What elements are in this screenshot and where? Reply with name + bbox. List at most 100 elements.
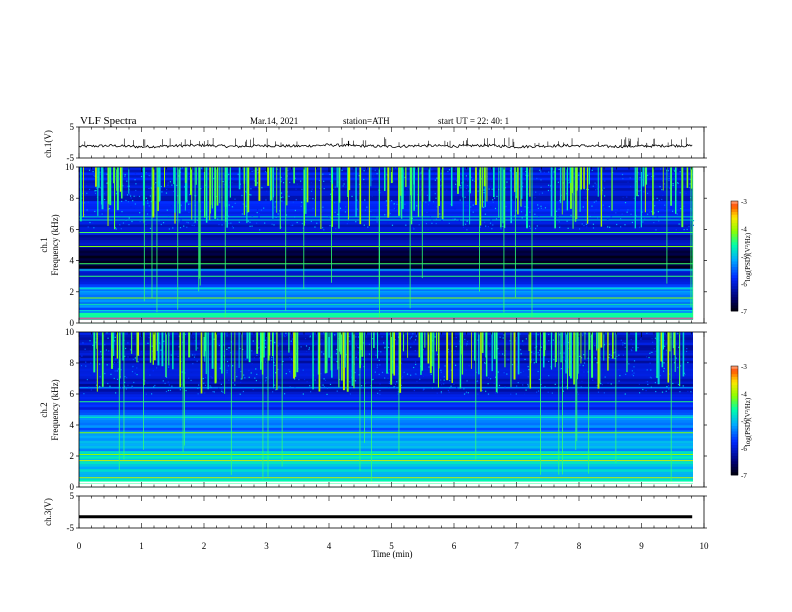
ch1-spec-speckle [92,170,94,173]
ch1-spec-speckle [515,195,517,198]
ch1-spec-speckle [124,174,126,176]
ch2-spec-speckle [485,390,487,392]
ch1-spec-speckle [223,183,225,185]
ch1-spec-speckle [506,181,508,183]
ch2-spec-speckle [306,381,308,383]
ch2-spec-speckle [483,362,486,364]
ch1-spec-speckle [266,190,268,192]
ch1-spec-speckle [644,209,646,211]
ch2-spec-speckle [339,379,341,381]
ch2-spec-band [79,344,693,348]
ch2-spec-speckle [212,391,214,393]
ch2-spec-speckle [154,384,156,387]
ch2-spec-speckle [363,366,365,368]
ch1-spec-speckle [673,169,675,171]
ch1-spec-speckle [180,168,182,170]
ch1-spec-speckle [608,205,610,208]
ch2-spec-speckle [213,338,215,340]
ch2-spec-speckle [255,379,258,382]
ch2-spec-speckle [520,353,522,355]
ch1-spec-speckle [567,227,569,229]
ch2-spec-speckle [256,373,258,375]
ch2-spec-speckle [414,361,417,363]
ch2-spec-speckle [282,360,284,363]
ch2-spec-speckle [525,389,527,391]
ch2-spec-speckle [211,377,213,379]
ch2-spec-speckle [218,344,220,347]
ch2-spec-speckle [197,387,199,389]
ch1-spec-speckle [416,205,418,207]
ch2-spec-speckle [498,384,501,387]
ch1-spec-speckle [128,217,130,219]
ch2-spec-speckle [579,355,581,358]
ch2-spec-band [79,440,693,444]
ch2-spec-speckle [413,366,415,369]
ch1-spec-band [79,169,693,173]
ch1-spec-speckle [410,223,412,226]
ch1-spec-speckle [558,168,560,171]
ch2-spec-speckle [600,357,602,359]
ch1-spec-band [79,187,693,191]
ch1-spec-speckle [648,211,650,213]
ch1-spec-speckle [361,201,363,203]
ch2-spec-speckle [120,387,123,389]
ch2-spec-speckle [559,334,561,336]
time-tick-label: 0 [77,541,82,551]
ch1-spec-speckle [343,183,345,185]
ch2-spec-speckle [415,363,417,366]
ch2-spec-speckle [103,376,105,378]
ch1-spec-speckle [674,175,676,177]
ch2-spec-speckle [603,392,605,394]
ch2-spec-speckle [114,336,116,338]
ch2-spec-band [79,375,693,379]
ch1-spec-speckle [139,212,141,214]
ch2-spec-speckle [587,382,589,384]
ch2-spec-speckle [682,385,684,387]
ch1-spec-band [79,198,693,202]
ch2-spec-speckle [547,391,549,393]
ch1-spec-speckle [94,210,96,213]
ch2-spec-speckle [613,352,615,354]
ch1-spec-speckle [295,199,297,201]
ch1-spec-speckle [573,193,575,195]
ch2-spec-band [79,412,693,415]
ch2-spec-speckle [568,347,570,349]
ch2-spec-speckle [243,374,245,376]
ch2-spec-speckle [414,373,417,375]
ch1-spec-speckle [458,219,460,221]
ch2-spec-band [79,352,693,356]
ch1-spec-speckle [556,220,558,223]
ch1-spec-speckle [312,198,314,200]
ch2-spec-ytick-label: 4 [70,420,75,430]
ch2-spec-speckle [131,385,133,387]
ch1-spec-speckle [441,219,443,222]
ch1-spec-speckle [644,175,646,177]
ch1-spec-speckle [595,184,597,186]
ch1-spec-speckle [232,227,234,229]
ch1-spec-ytick-label: 8 [70,193,75,203]
ch1-spec-speckle [534,227,537,230]
ch1-spec-speckle [112,219,114,221]
ch1-spec-speckle [595,200,597,202]
ch1-spec-speckle [679,192,681,194]
ch1-spec-speckle [591,205,593,207]
ch1-spec-speckle [671,210,674,212]
ch1-spec-speckle [130,197,132,199]
ch2-spec-speckle [256,354,258,356]
ch2-spec-speckle [162,380,164,382]
ch1-spec-speckle [686,223,688,225]
ch2-cbar-seg [731,387,738,391]
ch2-spec-speckle [167,381,169,383]
ch1-spec-speckle [472,211,474,213]
ch2-spec-speckle [568,341,570,344]
ch2-spec-speckle [277,389,279,391]
ch2-spec-speckle [236,376,238,378]
ch2-spec-speckle [517,366,519,368]
ch1-spec-speckle [127,201,130,203]
ch1-spec-speckle [395,167,397,169]
ch1-spec-speckle [134,179,136,181]
ch1-spec-speckle [187,222,189,224]
time-tick-label: 2 [202,541,207,551]
ch1-spec-band [79,252,693,256]
ch2-spec-speckle [286,340,288,342]
